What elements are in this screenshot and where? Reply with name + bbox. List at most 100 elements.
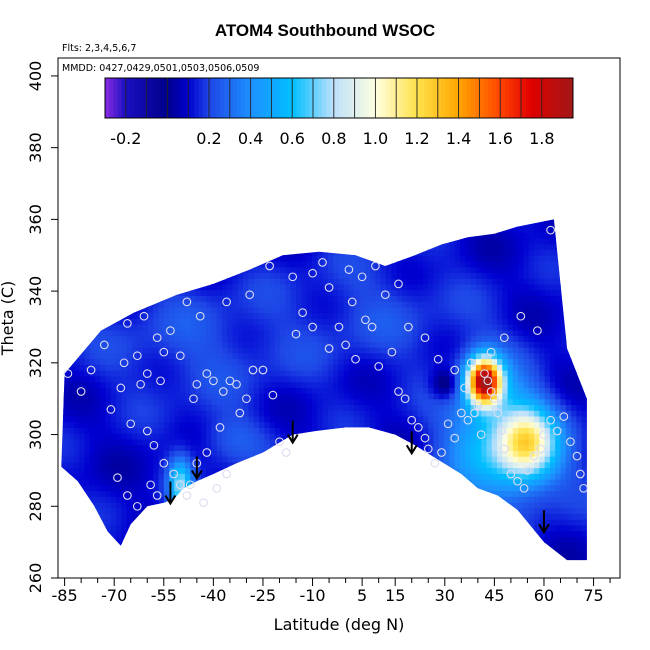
heat-cell [79,266,86,274]
heat-cell [343,456,350,463]
heat-cell [79,415,86,423]
heat-cell [259,479,265,486]
heat-cell [311,387,318,394]
heat-cell [348,456,355,463]
heat-cell [269,427,276,434]
heat-cell [163,295,170,302]
heat-cell [206,255,212,262]
heat-cell [327,243,334,251]
heat-cell [391,295,398,302]
heat-cell [343,398,350,406]
heat-cell [391,467,398,474]
heat-cell [147,329,154,337]
heat-cell [142,243,149,251]
heat-cell [232,421,239,428]
heat-cell [147,398,154,406]
heat-cell [470,347,477,354]
heat-cell [137,238,144,245]
heat-cell [237,335,244,342]
heat-cell [68,473,75,480]
heat-cell [470,381,477,388]
heat-cell [100,461,107,469]
heat-cell [147,559,154,561]
heat-cell [110,427,117,434]
heat-cell [428,335,435,342]
heat-cell [105,220,112,228]
heat-cell [142,484,149,492]
heat-cell [179,496,186,503]
heat-cell [243,347,250,354]
heat-cell [179,283,186,291]
heat-cell [333,404,339,411]
heat-cell [306,220,313,228]
heat-cell [385,341,392,348]
heat-cell [428,513,435,520]
heat-cell [401,542,408,549]
heat-cell [132,341,138,348]
heat-cell [460,301,466,308]
heat-cell [264,358,271,365]
heat-cell [163,501,170,509]
heat-cell [317,398,324,406]
heat-cell [407,226,413,233]
heat-cell [354,410,361,417]
heat-cell [237,490,244,497]
heat-cell [317,490,324,497]
heat-cell [322,232,329,239]
heat-cell [449,347,456,354]
heat-cell [412,352,419,360]
heat-cell [312,209,318,215]
heat-cell [444,329,451,337]
heat-cell [449,519,456,526]
heat-cell [296,490,302,497]
heat-cell [306,347,313,354]
heat-cell [285,283,292,291]
heat-cell [142,260,149,268]
heat-cell [121,381,128,388]
heat-cell [243,209,249,215]
heat-cell [375,387,382,394]
heat-cell [322,542,329,549]
heat-cell [89,219,96,222]
heat-cell [407,283,413,291]
heat-cell [200,364,207,371]
heat-cell [301,547,308,555]
heat-cell [169,312,175,319]
heat-cell [269,289,276,297]
heat-cell [407,559,413,561]
heat-cell [126,318,133,325]
heat-cell [105,255,112,262]
heat-cell [449,484,456,492]
heat-cell [216,260,223,268]
heat-cell [280,536,287,543]
heat-cell [248,559,255,561]
heat-cell [206,461,212,469]
heat-cell [343,519,350,526]
heat-cell [232,370,239,377]
heat-cell [385,513,392,520]
heat-cell [69,209,75,215]
heat-cell [253,226,260,233]
heat-cell [274,513,281,520]
heat-cell [68,524,75,532]
heat-cell [195,358,202,365]
heat-cell [364,559,371,561]
heat-cell [348,272,355,279]
heat-cell [264,381,271,388]
heat-cell [100,352,107,360]
heat-cell [158,392,165,400]
heat-cell [63,289,70,297]
heat-cell [380,404,387,411]
heat-cell [243,427,250,434]
heat-cell [370,243,376,251]
heat-cell [237,324,244,331]
heat-cell [385,301,392,308]
heat-cell [248,232,255,239]
heat-cell [375,295,382,302]
heat-cell [84,433,91,440]
heat-cell [412,507,419,515]
heat-cell [364,461,371,469]
heat-cell [73,232,80,239]
heat-cell [200,415,207,423]
heat-cell [470,398,477,406]
